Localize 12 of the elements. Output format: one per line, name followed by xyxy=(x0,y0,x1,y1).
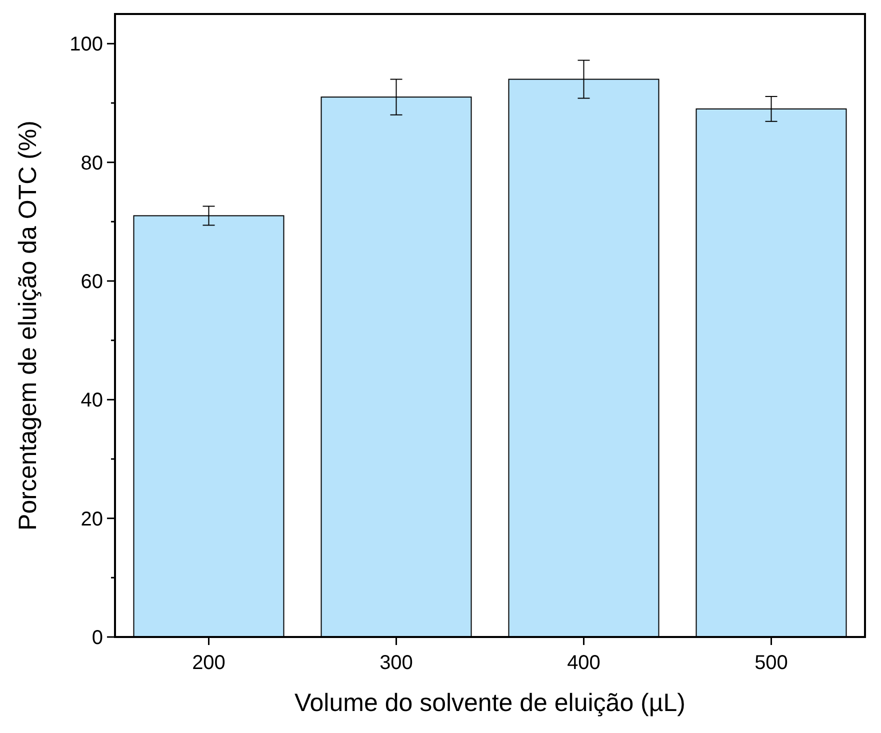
y-tick-label: 80 xyxy=(80,152,103,174)
y-tick-label: 40 xyxy=(80,390,103,412)
x-tick-label: 200 xyxy=(192,652,226,674)
y-tick-label: 0 xyxy=(92,627,103,649)
y-axis-title: Porcentagem de eluição da OTC (%) xyxy=(14,120,42,530)
y-tick-label: 20 xyxy=(80,508,103,530)
y-tick-label: 100 xyxy=(70,34,103,56)
y-tick-label: 60 xyxy=(80,271,103,293)
x-axis-title: Volume do solvente de eluição (µL) xyxy=(294,689,686,717)
x-tick-label: 300 xyxy=(380,652,413,674)
x-tick-label: 500 xyxy=(754,652,788,674)
x-tick-label: 400 xyxy=(567,652,600,674)
